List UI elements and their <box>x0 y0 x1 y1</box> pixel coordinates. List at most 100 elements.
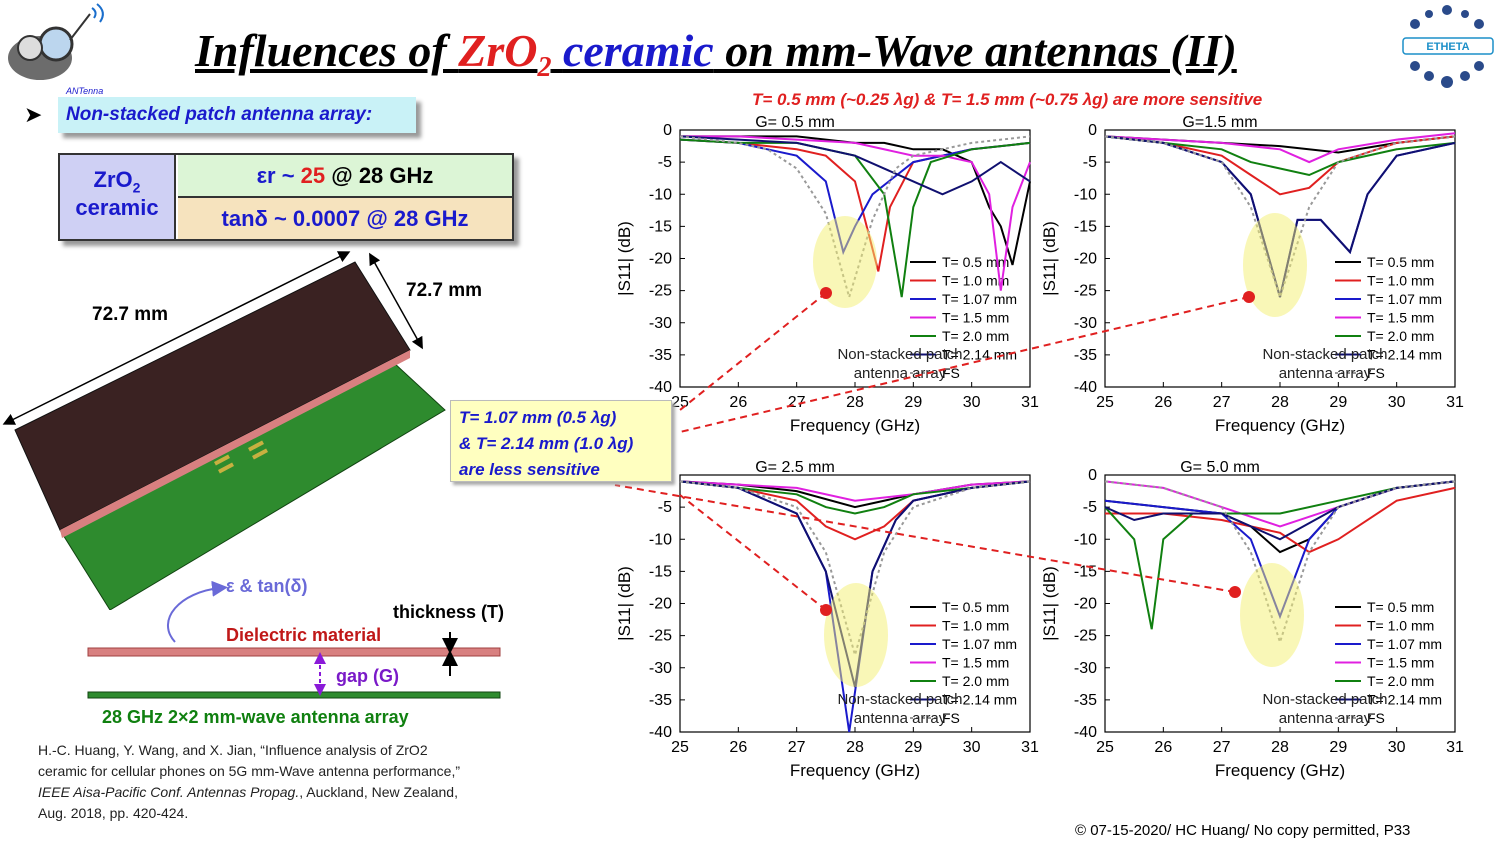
y-tick-label: -15 <box>649 563 672 580</box>
legend-entry: T= 1.07 mm <box>942 291 1017 307</box>
copyright-notice: © 07-15-2020/ HC Huang/ No copy permitte… <box>1075 822 1411 839</box>
x-tick-label: 28 <box>1271 739 1289 756</box>
legend-entry: T= 0.5 mm <box>942 599 1009 615</box>
x-tick-label: 26 <box>729 739 747 756</box>
legend-entry: T= 2.0 mm <box>942 673 1009 689</box>
y-tick-label: -30 <box>1074 660 1097 677</box>
plot-annotation: Non-stacked patch <box>837 346 962 363</box>
y-tick-label: -5 <box>1083 499 1097 516</box>
legend-entry: T= 2.14 mm <box>1367 692 1442 708</box>
cross-section-diagram <box>87 580 501 699</box>
chart-title: G= 5.0 mm <box>1180 459 1260 476</box>
y-tick-label: -10 <box>649 186 672 203</box>
y-tick-label: -25 <box>649 628 672 645</box>
y-tick-label: -40 <box>649 724 672 741</box>
y-tick-label: -15 <box>649 218 672 235</box>
permittivity-cell: εr ~ 25 @ 28 GHz <box>178 155 512 198</box>
y-tick-label: -25 <box>1074 628 1097 645</box>
antenna-mascot-logo: ANTenna <box>8 3 104 96</box>
legend-entry: T= 1.5 mm <box>1367 310 1434 326</box>
legend-entry: FS <box>1367 710 1385 726</box>
y-tick-label: -20 <box>1074 251 1097 268</box>
legend-entry: T= 2.14 mm <box>942 692 1017 708</box>
legend-entry: T= 1.5 mm <box>1367 655 1434 671</box>
section-heading: Non-stacked patch antenna array: <box>58 97 416 133</box>
series-line <box>679 480 1031 541</box>
y-tick-label: -5 <box>658 154 672 171</box>
series-line <box>1104 135 1456 301</box>
plot-annotation: Non-stacked patch <box>837 691 962 708</box>
x-tick-label: 28 <box>846 739 864 756</box>
y-tick-label: -25 <box>1074 283 1097 300</box>
x-axis-label: Frequency (GHz) <box>1215 416 1345 435</box>
thickness-label: thickness (T) <box>393 602 505 622</box>
page-title: Influences of ZrO2 ceramic on mm-Wave an… <box>195 25 1237 84</box>
plot-annotation: Non-stacked patch <box>1262 346 1387 363</box>
material-name: ZrO2 ceramic <box>60 155 176 239</box>
svg-text:ANTenna: ANTenna <box>65 86 103 96</box>
y-tick-label: -35 <box>1074 347 1097 364</box>
legend-entry: T= 2.0 mm <box>1367 328 1434 344</box>
legend-entry: T= 1.0 mm <box>1367 618 1434 634</box>
array-label: 28 GHz 2×2 mm-wave antenna array <box>102 707 409 727</box>
y-tick-label: -40 <box>1074 379 1097 396</box>
y-axis-label: |S11| (dB) <box>615 566 634 641</box>
series-line <box>679 135 1031 196</box>
dimension-width-label: 72.7 mm <box>92 304 169 325</box>
x-tick-label: 26 <box>1154 394 1172 411</box>
dimension-length-label: 72.7 mm <box>406 280 483 301</box>
legend-entry: T= 1.0 mm <box>942 618 1009 634</box>
x-tick-label: 31 <box>1021 739 1039 756</box>
x-tick-label: 30 <box>1388 739 1406 756</box>
x-tick-label: 31 <box>1446 739 1464 756</box>
reference-citation: H.-C. Huang, Y. Wang, and X. Jian, “Infl… <box>38 742 460 821</box>
legend-entry: T= 1.07 mm <box>942 636 1017 652</box>
series-line <box>679 138 1031 298</box>
x-tick-label: 26 <box>1154 739 1172 756</box>
legend-entry: T= 1.07 mm <box>1367 636 1442 652</box>
legend-entry: T= 0.5 mm <box>942 254 1009 270</box>
legend-entry: T= 1.0 mm <box>1367 273 1434 289</box>
y-tick-label: 0 <box>1088 122 1097 139</box>
gap-label: gap (G) <box>336 666 399 686</box>
y-tick-label: -10 <box>649 531 672 548</box>
x-axis-label: Frequency (GHz) <box>1215 761 1345 780</box>
x-tick-label: 25 <box>671 739 689 756</box>
x-tick-label: 30 <box>1388 394 1406 411</box>
y-tick-label: -30 <box>649 660 672 677</box>
chart-title: G= 2.5 mm <box>755 459 835 476</box>
y-tick-label: -40 <box>649 379 672 396</box>
loss-tangent-cell: tanδ ~ 0.0007 @ 28 GHz <box>178 198 512 239</box>
y-tick-label: -40 <box>1074 724 1097 741</box>
x-tick-label: 27 <box>788 739 806 756</box>
legend-entry: T= 0.5 mm <box>1367 254 1434 270</box>
series-line <box>1104 135 1456 196</box>
plot-annotation: antenna array <box>854 365 947 382</box>
y-tick-label: -30 <box>1074 315 1097 332</box>
y-tick-label: 0 <box>663 122 672 139</box>
y-tick-label: -15 <box>1074 563 1097 580</box>
series-line <box>1105 486 1456 554</box>
x-tick-label: 25 <box>1096 739 1114 756</box>
y-tick-label: -35 <box>1074 692 1097 709</box>
bullet-arrow-icon: ➤ <box>24 102 43 127</box>
y-tick-label: -25 <box>649 283 672 300</box>
x-tick-label: 31 <box>1446 394 1464 411</box>
series-line <box>680 135 1031 291</box>
x-tick-label: 27 <box>788 394 806 411</box>
y-tick-label: -5 <box>658 499 672 516</box>
y-tick-label: -10 <box>1074 531 1097 548</box>
y-tick-label: -20 <box>649 251 672 268</box>
series-line <box>679 135 1031 301</box>
legend-entry: T= 1.5 mm <box>942 310 1009 326</box>
x-tick-label: 27 <box>1213 394 1231 411</box>
x-axis-label: Frequency (GHz) <box>790 416 920 435</box>
y-tick-label: 0 <box>1088 467 1097 484</box>
y-tick-label: -5 <box>1083 154 1097 171</box>
y-axis-label: |S11| (dB) <box>1040 566 1059 641</box>
y-tick-label: -30 <box>649 315 672 332</box>
legend-entry: T= 2.14 mm <box>1367 347 1442 363</box>
x-tick-label: 28 <box>846 394 864 411</box>
legend-entry: T= 2.0 mm <box>942 328 1009 344</box>
x-tick-label: 28 <box>1271 394 1289 411</box>
